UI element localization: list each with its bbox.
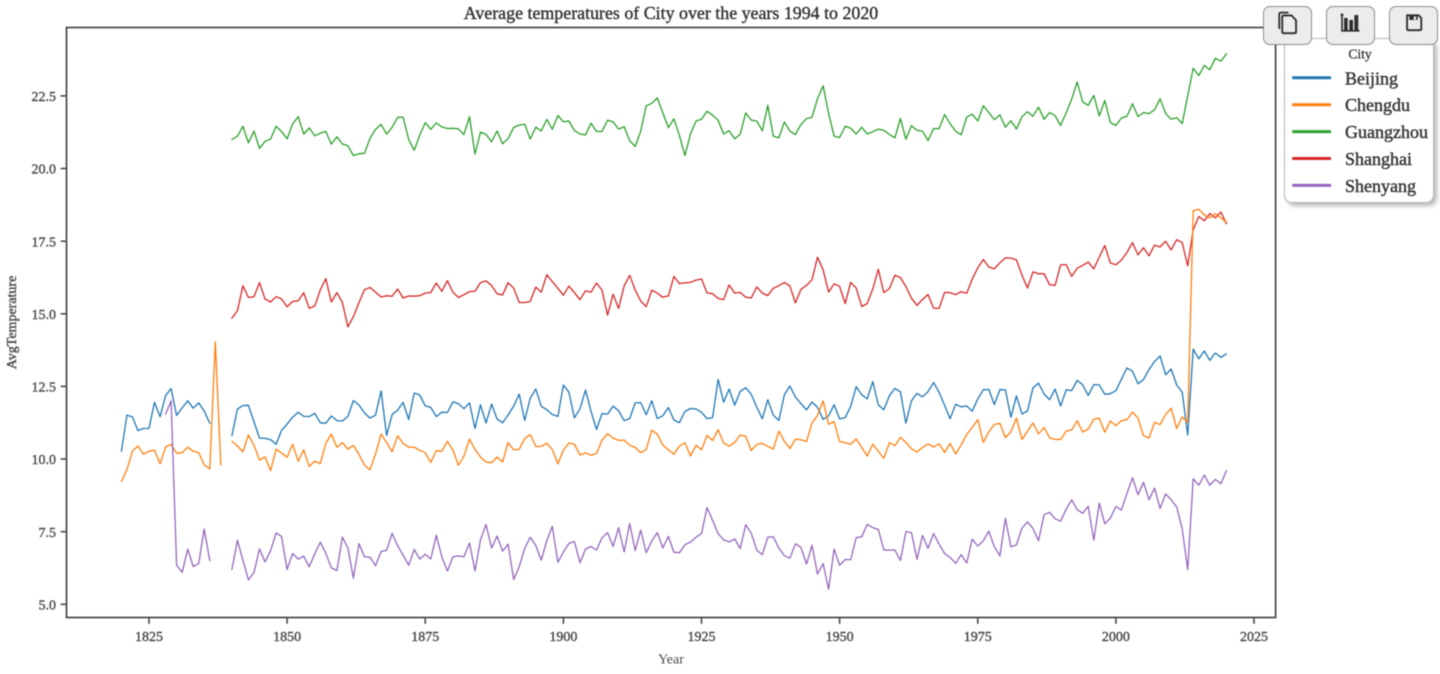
svg-text:AvgTemperature: AvgTemperature [5,276,20,370]
svg-text:1950: 1950 [826,630,854,645]
svg-text:Shanghai: Shanghai [1345,149,1412,169]
svg-text:City: City [1348,47,1372,62]
svg-text:Beijing: Beijing [1345,68,1398,88]
svg-text:1975: 1975 [964,630,992,645]
svg-text:15.0: 15.0 [32,308,57,323]
svg-text:1900: 1900 [549,630,577,645]
svg-text:Chengdu: Chengdu [1345,95,1410,115]
svg-text:12.5: 12.5 [32,381,57,396]
svg-text:20.0: 20.0 [32,163,57,178]
svg-text:1850: 1850 [273,630,301,645]
svg-text:1925: 1925 [688,630,716,645]
svg-text:Average temperatures of City o: Average temperatures of City over the ye… [464,3,879,23]
svg-text:Guangzhou: Guangzhou [1345,122,1428,142]
svg-text:1875: 1875 [411,630,439,645]
svg-text:7.5: 7.5 [39,526,57,541]
svg-text:5.0: 5.0 [39,599,57,614]
svg-text:Shenyang: Shenyang [1345,176,1416,196]
svg-text:Year: Year [658,652,684,667]
svg-text:1825: 1825 [135,630,163,645]
svg-text:10.0: 10.0 [32,453,57,468]
svg-text:17.5: 17.5 [32,235,57,250]
svg-text:22.5: 22.5 [32,90,57,105]
svg-text:2025: 2025 [1240,630,1268,645]
svg-text:2000: 2000 [1102,630,1130,645]
